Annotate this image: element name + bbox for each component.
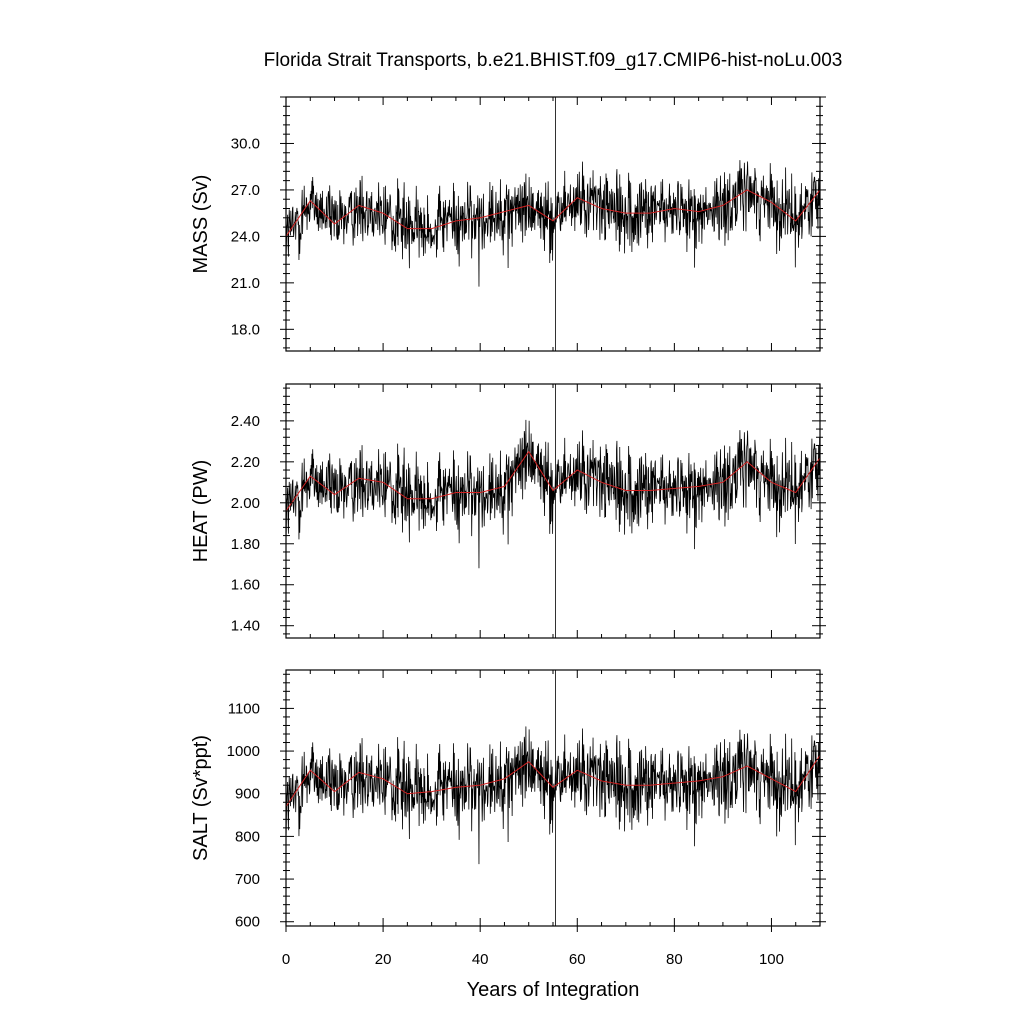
mass-y-tick-label: 27.0 [231, 182, 260, 199]
heat-y-tick-label: 2.20 [231, 454, 260, 471]
heat-ticks [280, 384, 826, 638]
salt-y-tick-label: 600 [235, 914, 260, 931]
x-tick-label: 20 [375, 951, 392, 968]
mass-ticks [280, 96, 826, 351]
heat-y-tick-labels: 1.40 1.60 1.80 2.00 2.20 2.40 [231, 413, 260, 635]
mass-y-tick-label: 18.0 [231, 321, 260, 338]
salt-raw-series [285, 670, 821, 926]
mass-y-axis-label: MASS (Sv) [190, 175, 212, 274]
salt-y-tick-label: 1100 [228, 700, 260, 717]
mass-raw-series [285, 97, 821, 351]
heat-y-tick-label: 1.60 [231, 577, 260, 594]
salt-y-tick-label: 700 [235, 871, 260, 888]
heat-y-tick-label: 2.40 [231, 413, 260, 430]
mass-y-tick-labels: 18.0 21.0 24.0 27.0 30.0 [231, 135, 260, 338]
mass-y-tick-label: 24.0 [231, 228, 260, 245]
x-tick-label: 80 [666, 951, 683, 968]
heat-y-axis-label: HEAT (PW) [190, 460, 212, 563]
mass-y-tick-label: 30.0 [231, 135, 260, 152]
chart-title: Florida Strait Transports, b.e21.BHIST.f… [264, 50, 843, 71]
x-tick-labels: 0 20 40 60 80 100 [282, 951, 784, 968]
salt-panel: 600 700 800 900 1000 1100 SALT (Sv*ppt) [190, 669, 826, 932]
heat-y-tick-label: 2.00 [231, 495, 260, 512]
x-axis-label: Years of Integration [467, 979, 640, 1001]
mass-panel: 18.0 21.0 24.0 27.0 30.0 MASS (Sv) [190, 96, 826, 352]
salt-y-axis-label: SALT (Sv*ppt) [190, 735, 212, 861]
heat-y-tick-label: 1.40 [231, 618, 260, 635]
salt-ticks [280, 670, 826, 932]
x-tick-label: 40 [472, 951, 489, 968]
heat-panel: 1.40 1.60 1.80 2.00 2.20 2.40 HEAT (PW) [190, 383, 826, 639]
salt-y-tick-label: 900 [235, 786, 260, 803]
x-tick-label: 0 [282, 951, 290, 968]
heat-smoothed-series [285, 450, 821, 512]
salt-y-tick-label: 1000 [227, 743, 260, 760]
salt-smoothed-series [285, 755, 821, 807]
heat-y-tick-label: 1.80 [231, 536, 260, 553]
mass-y-tick-label: 21.0 [231, 275, 260, 292]
x-tick-label: 60 [569, 951, 586, 968]
salt-y-tick-labels: 600 700 800 900 1000 1100 [227, 700, 260, 930]
heat-raw-series [285, 384, 821, 638]
x-tick-label: 100 [759, 951, 784, 968]
mass-smoothed-series [285, 189, 821, 237]
salt-y-tick-label: 800 [235, 828, 260, 845]
